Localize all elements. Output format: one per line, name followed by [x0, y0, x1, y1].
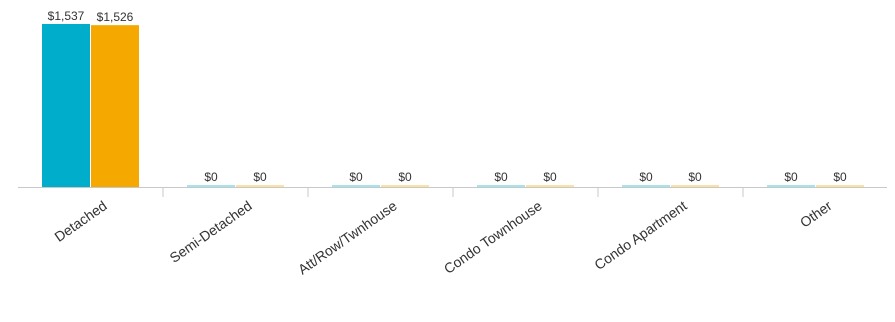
x-tick-label-other: Other — [797, 197, 835, 230]
bar-condo-townhouse-series-1 — [477, 185, 525, 187]
bars-layer — [42, 24, 864, 187]
value-label-semi-detached-series-2: $0 — [253, 170, 267, 184]
value-label-att-row-twnhouse-series-2: $0 — [398, 170, 412, 184]
bar-condo-townhouse-series-2 — [526, 185, 574, 187]
value-label-other-series-1: $0 — [784, 170, 798, 184]
bar-att-row-twnhouse-series-2 — [381, 185, 429, 187]
bar-other-series-1 — [767, 185, 815, 187]
bar-detached-series-1 — [42, 24, 90, 187]
value-label-condo-apartment-series-2: $0 — [688, 170, 702, 184]
bar-semi-detached-series-2 — [236, 185, 284, 187]
x-tick-label-condo-townhouse: Condo Townhouse — [441, 197, 545, 277]
value-label-condo-apartment-series-1: $0 — [639, 170, 653, 184]
value-label-condo-townhouse-series-1: $0 — [494, 170, 508, 184]
bar-att-row-twnhouse-series-1 — [332, 185, 380, 187]
x-axis — [18, 187, 887, 197]
x-tick-label-detached: Detached — [51, 197, 109, 244]
value-labels-layer: $1,537 $1,526 $0 $0 $0 $0 $0 $0 $0 $0 $0 $0 — [48, 9, 847, 184]
bar-other-series-2 — [816, 185, 864, 187]
value-label-detached-series-2: $1,526 — [97, 10, 134, 24]
x-tick-label-att-row-twnhouse: Att/Row/Twnhouse — [295, 197, 400, 277]
x-tick-label-condo-apartment: Condo Apartment — [591, 197, 690, 273]
bar-detached-series-2 — [91, 25, 139, 187]
value-label-other-series-2: $0 — [833, 170, 847, 184]
value-label-att-row-twnhouse-series-1: $0 — [349, 170, 363, 184]
value-label-semi-detached-series-1: $0 — [204, 170, 218, 184]
value-label-condo-townhouse-series-2: $0 — [543, 170, 557, 184]
bar-semi-detached-series-1 — [187, 185, 235, 187]
value-label-detached-series-1: $1,537 — [48, 9, 85, 23]
bar-condo-apartment-series-2 — [671, 185, 719, 187]
bar-condo-apartment-series-1 — [622, 185, 670, 187]
x-tick-labels: Detached Semi-Detached Att/Row/Twnhouse Con… — [51, 197, 835, 277]
x-tick-label-semi-detached: Semi-Detached — [166, 197, 254, 265]
